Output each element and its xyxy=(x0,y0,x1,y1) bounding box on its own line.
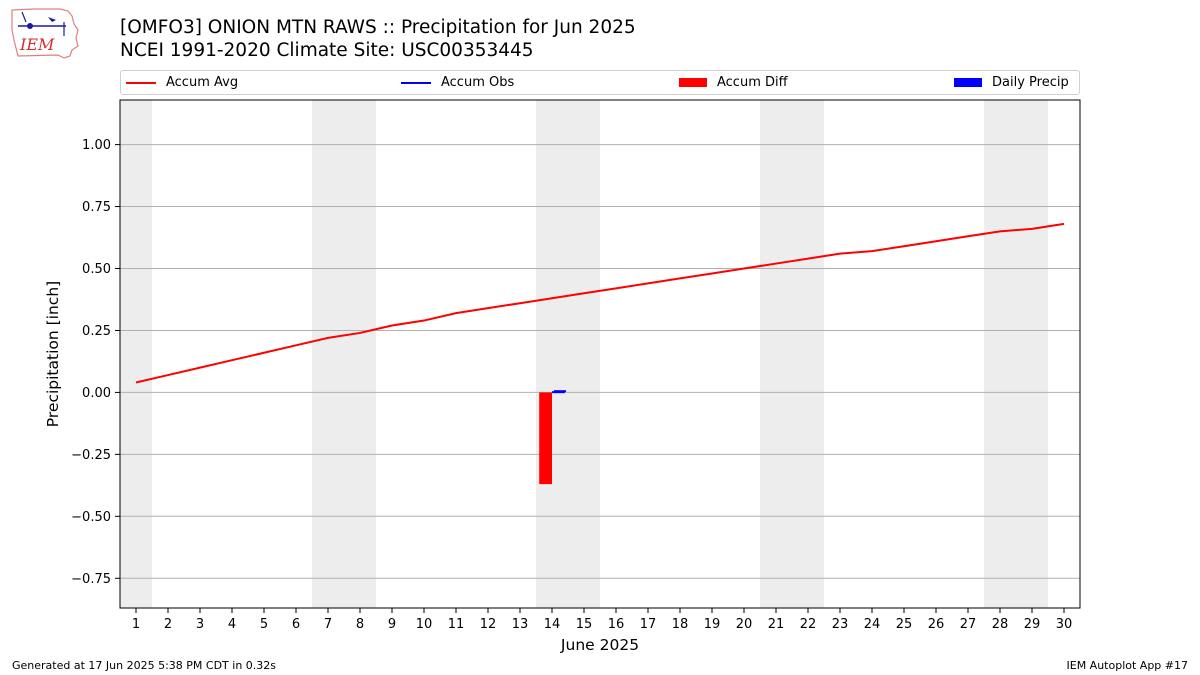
weekend-shade xyxy=(760,100,792,608)
x-tick-label: 8 xyxy=(356,617,364,632)
chart-legend: Accum Avg Accum Obs Accum Diff Daily Pre… xyxy=(120,70,1080,95)
y-axis-label: Precipitation [inch] xyxy=(44,281,62,427)
footer-app-label: IEM Autoplot App #17 xyxy=(1066,659,1189,672)
series-line-accum-avg xyxy=(135,222,1065,384)
legend-swatch-accum-obs xyxy=(401,81,431,84)
y-tick-label: 0.50 xyxy=(82,262,111,277)
x-tick-label: 18 xyxy=(672,617,689,632)
weekend-shade xyxy=(344,100,376,608)
x-tick-label: 24 xyxy=(864,617,881,632)
legend-label: Daily Precip xyxy=(992,75,1069,90)
x-tick-label: 20 xyxy=(736,617,753,632)
x-tick-label: 1 xyxy=(132,617,140,632)
x-tick-label: 27 xyxy=(960,617,977,632)
weekend-shade xyxy=(1016,100,1048,608)
weekend-shade xyxy=(312,100,344,608)
legend-item-accum-avg: Accum Avg xyxy=(126,71,238,94)
legend-item-daily-precip: Daily Precip xyxy=(954,71,1069,94)
x-tick-label: 4 xyxy=(228,617,236,632)
x-tick-label: 29 xyxy=(1024,617,1041,632)
x-tick-label: 9 xyxy=(388,617,396,632)
y-tick-label: −0.75 xyxy=(71,572,111,587)
x-tick-label: 11 xyxy=(448,617,465,632)
legend-label: Accum Avg xyxy=(166,75,239,90)
x-tick-label: 17 xyxy=(640,617,657,632)
x-tick-label: 7 xyxy=(324,617,332,632)
y-tick-label: 0.00 xyxy=(82,386,111,401)
x-tick-label: 16 xyxy=(608,617,625,632)
x-tick-label: 14 xyxy=(544,617,561,632)
weekend-shade xyxy=(792,100,824,608)
x-tick-label: 21 xyxy=(768,617,785,632)
y-tick-label: 1.00 xyxy=(82,138,111,153)
bar-daily-precip xyxy=(552,391,565,394)
legend-swatch-accum-avg xyxy=(126,81,156,84)
legend-item-accum-diff: Accum Diff xyxy=(679,71,788,94)
x-tick-label: 5 xyxy=(260,617,268,632)
legend-swatch-accum-diff xyxy=(679,78,707,87)
x-tick-label: 23 xyxy=(832,617,849,632)
chart-subtitle: NCEI 1991-2020 Climate Site: USC00353445 xyxy=(120,40,534,61)
chart-title: [OMFO3] ONION MTN RAWS :: Precipitation … xyxy=(120,17,636,38)
y-tick-label: 0.75 xyxy=(82,200,111,215)
y-tick-label: −0.25 xyxy=(71,448,111,463)
legend-item-accum-obs: Accum Obs xyxy=(401,71,514,94)
legend-swatch-daily-precip xyxy=(954,78,982,87)
x-axis-label: June 2025 xyxy=(560,636,639,654)
legend-label: Accum Obs xyxy=(441,75,515,90)
x-tick-label: 12 xyxy=(480,617,497,632)
weekend-shade xyxy=(120,100,152,608)
x-tick-label: 22 xyxy=(800,617,817,632)
x-tick-label: 25 xyxy=(896,617,913,632)
x-tick-label: 28 xyxy=(992,617,1009,632)
legend-label: Accum Diff xyxy=(717,75,788,90)
weekend-shade xyxy=(536,100,568,608)
weekend-shade xyxy=(984,100,1016,608)
iem-logo-text: IEM xyxy=(19,35,55,54)
x-tick-label: 6 xyxy=(292,617,300,632)
x-tick-label: 26 xyxy=(928,617,945,632)
y-tick-label: −0.50 xyxy=(71,510,111,525)
x-tick-label: 19 xyxy=(704,617,721,632)
x-tick-label: 3 xyxy=(196,617,204,632)
x-tick-label: 13 xyxy=(512,617,529,632)
bar-accum-diff xyxy=(539,392,552,485)
plot-frame xyxy=(119,99,1081,609)
x-tick-label: 2 xyxy=(164,617,172,632)
iem-logo: IEM xyxy=(11,8,79,59)
x-tick-label: 30 xyxy=(1056,617,1073,632)
weekend-shade xyxy=(568,100,600,608)
footer-generated-text: Generated at 17 Jun 2025 5:38 PM CDT in … xyxy=(12,659,277,672)
y-tick-label: 0.25 xyxy=(82,324,111,339)
x-tick-label: 10 xyxy=(416,617,433,632)
x-tick-label: 15 xyxy=(576,617,593,632)
